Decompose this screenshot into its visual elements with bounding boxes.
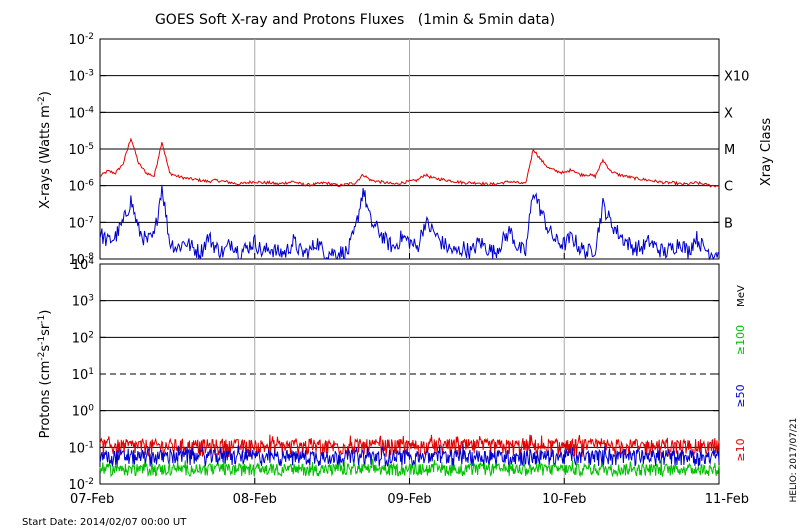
xray-y-tick-base: 10 xyxy=(68,106,85,121)
xray-grid xyxy=(100,38,719,260)
proton-legend-label: ≥50 xyxy=(734,384,747,407)
xray-class-label: B xyxy=(724,216,733,231)
proton-y-tick-exp: -2 xyxy=(85,477,94,487)
xray-class-labels: B C M X X10 xyxy=(724,70,749,232)
x-tick-label: 08-Feb xyxy=(233,492,277,507)
xray-y-axis-label-exp: -2 xyxy=(37,96,47,105)
proton-y-tick-exp: 1 xyxy=(88,367,94,377)
xray-y-tick-exp: -3 xyxy=(85,69,94,79)
x-tick-label: 11-Feb xyxy=(705,492,749,507)
xray-y-tick-label: 10-7 xyxy=(68,215,94,231)
xray-y-tick-exp: -8 xyxy=(85,252,94,262)
xray-y-tick-base: 10 xyxy=(68,70,85,85)
x-tick-label: 10-Feb xyxy=(542,492,586,507)
x-tick-label: 07-Feb xyxy=(70,492,114,507)
x-tick-label: 09-Feb xyxy=(387,492,431,507)
proton-legend-label: ≥100 xyxy=(734,325,747,355)
xray-y-tick-base: 10 xyxy=(68,253,85,268)
xray-class-label: X10 xyxy=(724,70,749,85)
proton-y-axis-label-mid: s xyxy=(38,345,53,352)
proton-y-tick-label: 10-2 xyxy=(68,477,94,493)
proton-y-axis-label-exp1: -2 xyxy=(37,352,47,361)
xray-y-tick-exp: -5 xyxy=(85,142,94,152)
proton-series-line xyxy=(99,444,720,468)
proton-y-tick-base: 10 xyxy=(68,478,85,493)
proton-legend: ≥100 ≥50 ≥10 xyxy=(734,325,747,462)
proton-y-axis-label-exp2: -1 xyxy=(37,336,47,345)
proton-y-tick-exp: 3 xyxy=(88,294,94,304)
proton-y-tick-exp: 2 xyxy=(88,330,94,340)
xray-y-tick-base: 10 xyxy=(68,143,85,158)
xray-class-label: X xyxy=(724,106,733,121)
credit-label: HELIO: 2017/07/21 xyxy=(789,418,799,503)
proton-y-tick-label: 100 xyxy=(72,404,95,420)
xray-y-tick-label: 10-4 xyxy=(68,105,94,121)
proton-y-tick-label: 102 xyxy=(72,330,94,346)
xray-class-axis-title: Xray Class xyxy=(759,118,774,186)
proton-legend-label: ≥10 xyxy=(734,438,747,461)
xray-y-tick-label: 10-2 xyxy=(68,32,94,48)
proton-y-tick-exp: 4 xyxy=(88,257,94,267)
xray-y-tick-base: 10 xyxy=(68,216,85,231)
proton-y-tick-label: 103 xyxy=(72,294,94,310)
proton-y-axis-label: Protons (cm-2s-1sr-1) xyxy=(37,310,53,439)
xray-class-label: C xyxy=(724,180,733,195)
xray-series-line xyxy=(99,184,720,261)
proton-series-line xyxy=(99,434,720,457)
proton-y-tick-base: 10 xyxy=(72,331,89,346)
xray-series-line xyxy=(99,137,720,188)
proton-y-axis-label-mid2: sr xyxy=(38,323,53,336)
chart-title: GOES Soft X-ray and Protons Fluxes (1min… xyxy=(155,12,555,28)
proton-y-tick-label: 101 xyxy=(72,367,94,383)
proton-y-axis-label-tail: ) xyxy=(38,310,53,315)
xray-y-tick-base: 10 xyxy=(68,33,85,48)
xray-y-tick-base: 10 xyxy=(68,180,85,195)
xray-y-tick-label: 10-5 xyxy=(68,142,94,158)
xray-y-axis-label-tail: ) xyxy=(38,91,53,96)
start-date-label: Start Date: 2014/02/07 00:00 UT xyxy=(22,517,187,528)
xray-y-tick-label: 10-8 xyxy=(68,252,94,268)
xray-series xyxy=(99,137,720,261)
proton-y-tick-base: 10 xyxy=(72,258,89,273)
xray-y-tick-label: 10-3 xyxy=(68,69,94,85)
xray-y-tick-exp: -7 xyxy=(85,215,94,225)
xray-y-tick-exp: -6 xyxy=(85,179,94,189)
xray-y-tick-exp: -2 xyxy=(85,32,94,42)
proton-y-axis-label-exp3: -1 xyxy=(37,315,47,324)
proton-y-tick-exp: -1 xyxy=(85,440,94,450)
xray-y-tick-label: 10-6 xyxy=(68,179,94,195)
xray-y-axis-label-main: X-rays (Watts m xyxy=(38,105,53,209)
proton-y-tick-label: 104 xyxy=(72,257,95,273)
proton-unit-label: MeV xyxy=(736,285,747,307)
proton-series-line xyxy=(99,458,720,478)
proton-y-tick-base: 10 xyxy=(68,441,85,456)
proton-y-axis-label-main: Protons (cm xyxy=(38,361,53,439)
xray-y-axis-label: X-rays (Watts m-2) xyxy=(37,91,53,209)
proton-y-tick-base: 10 xyxy=(72,295,89,310)
xray-y-tick-labels: 10-810-710-610-510-410-310-2 xyxy=(68,32,94,268)
proton-y-tick-base: 10 xyxy=(72,405,89,420)
xray-y-tick-exp: -4 xyxy=(85,105,94,115)
proton-y-tick-exp: 0 xyxy=(88,404,94,414)
proton-y-tick-label: 10-1 xyxy=(68,440,94,456)
proton-series xyxy=(99,434,720,478)
proton-grid xyxy=(100,263,719,485)
x-tick-labels: 07-Feb 08-Feb 09-Feb 10-Feb 11-Feb xyxy=(70,253,749,507)
xray-class-label: M xyxy=(724,143,735,158)
proton-y-tick-base: 10 xyxy=(72,368,89,383)
